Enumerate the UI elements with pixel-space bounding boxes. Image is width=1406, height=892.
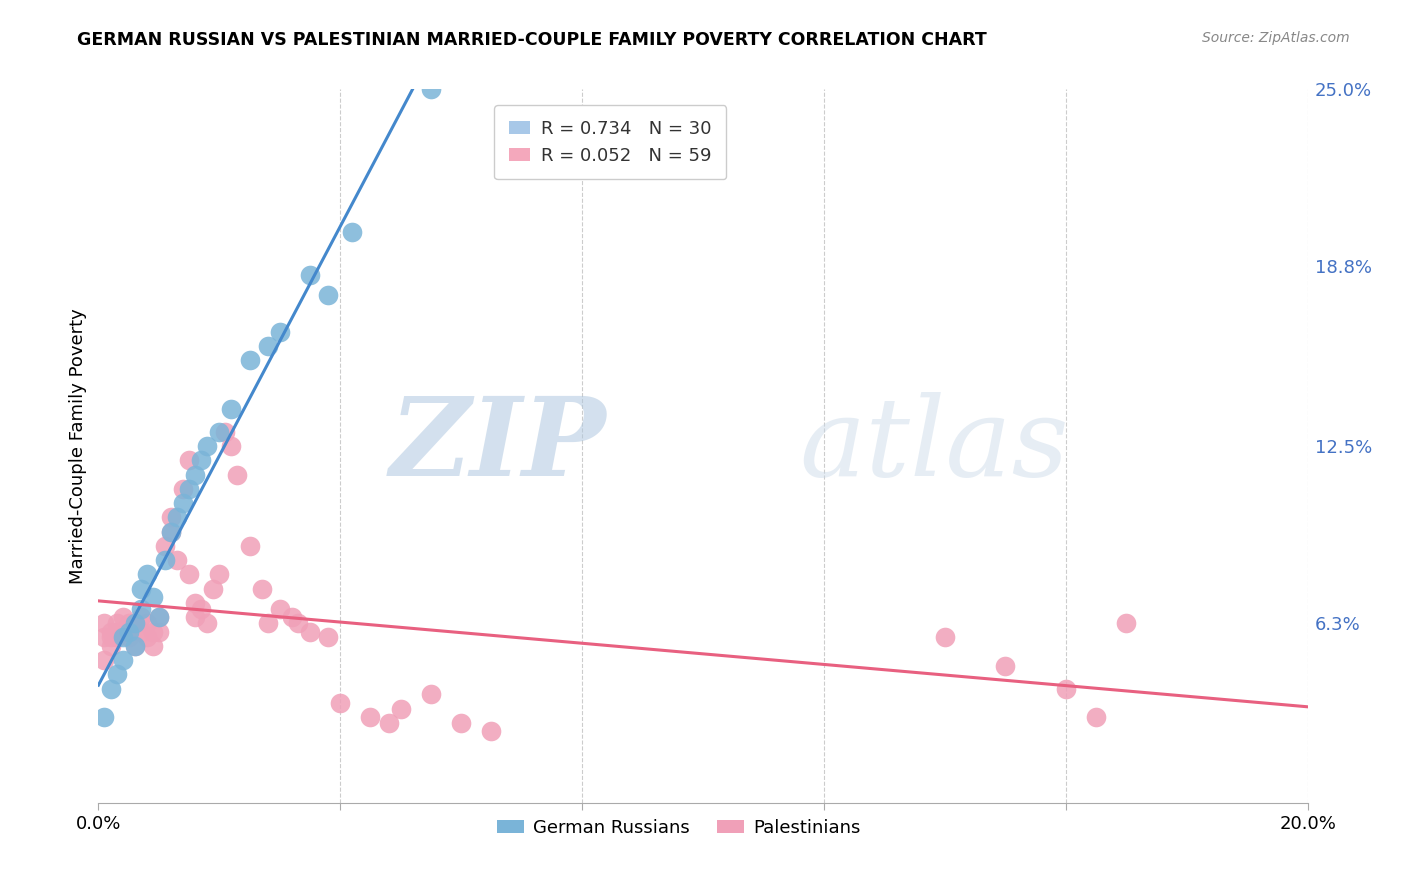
- Point: [239, 353, 262, 368]
- Point: [239, 539, 262, 553]
- Point: [93, 630, 115, 644]
- Text: atlas: atlas: [800, 392, 1070, 500]
- Point: [105, 630, 128, 644]
- Point: [316, 287, 339, 301]
- Point: [148, 624, 170, 639]
- Point: [93, 615, 115, 630]
- Point: [129, 601, 152, 615]
- Point: [221, 401, 243, 416]
- Point: [184, 596, 207, 610]
- Point: [184, 467, 207, 482]
- Point: [190, 601, 212, 615]
- Point: [481, 724, 503, 739]
- Point: [135, 630, 157, 644]
- Legend: German Russians, Palestinians: German Russians, Palestinians: [489, 812, 868, 844]
- Point: [153, 539, 176, 553]
- Point: [142, 591, 165, 605]
- Point: [105, 615, 128, 630]
- Point: [269, 325, 291, 339]
- Point: [93, 653, 115, 667]
- Point: [100, 681, 122, 696]
- Point: [105, 667, 128, 681]
- Point: [166, 510, 188, 524]
- Point: [129, 624, 152, 639]
- Point: [994, 658, 1017, 673]
- Point: [148, 610, 170, 624]
- Point: [148, 610, 170, 624]
- Point: [142, 639, 165, 653]
- Point: [124, 639, 146, 653]
- Point: [377, 715, 399, 730]
- Point: [111, 630, 134, 644]
- Point: [190, 453, 212, 467]
- Point: [195, 615, 218, 630]
- Point: [179, 482, 201, 496]
- Point: [221, 439, 243, 453]
- Point: [111, 610, 134, 624]
- Point: [172, 496, 194, 510]
- Point: [195, 439, 218, 453]
- Point: [129, 610, 152, 624]
- Point: [179, 453, 201, 467]
- Point: [142, 624, 165, 639]
- Point: [360, 710, 382, 724]
- Point: [420, 82, 443, 96]
- Point: [118, 630, 141, 644]
- Text: ZIP: ZIP: [389, 392, 606, 500]
- Point: [299, 268, 322, 282]
- Point: [208, 567, 231, 582]
- Point: [420, 687, 443, 701]
- Point: [118, 615, 141, 630]
- Point: [287, 615, 309, 630]
- Point: [135, 615, 157, 630]
- Point: [100, 639, 122, 653]
- Point: [342, 225, 364, 239]
- Point: [93, 710, 115, 724]
- Point: [160, 524, 183, 539]
- Point: [153, 553, 176, 567]
- Point: [124, 639, 146, 653]
- Text: Source: ZipAtlas.com: Source: ZipAtlas.com: [1202, 31, 1350, 45]
- Point: [329, 696, 352, 710]
- Point: [1115, 615, 1137, 630]
- Point: [111, 624, 134, 639]
- Point: [124, 615, 146, 630]
- Point: [281, 610, 304, 624]
- Point: [450, 715, 472, 730]
- Point: [256, 615, 278, 630]
- Point: [256, 339, 278, 353]
- Point: [118, 624, 141, 639]
- Point: [184, 610, 207, 624]
- Point: [160, 510, 183, 524]
- Point: [100, 624, 122, 639]
- Point: [202, 582, 225, 596]
- Point: [269, 601, 291, 615]
- Point: [208, 425, 231, 439]
- Point: [250, 582, 273, 596]
- Y-axis label: Married-Couple Family Poverty: Married-Couple Family Poverty: [69, 308, 87, 584]
- Point: [172, 482, 194, 496]
- Point: [934, 630, 956, 644]
- Point: [105, 624, 128, 639]
- Point: [299, 624, 322, 639]
- Point: [316, 630, 339, 644]
- Point: [214, 425, 236, 439]
- Point: [1085, 710, 1108, 724]
- Point: [166, 553, 188, 567]
- Point: [100, 630, 122, 644]
- Point: [226, 467, 249, 482]
- Point: [160, 524, 183, 539]
- Point: [1054, 681, 1077, 696]
- Point: [129, 582, 152, 596]
- Point: [124, 615, 146, 630]
- Point: [179, 567, 201, 582]
- Point: [135, 567, 157, 582]
- Point: [389, 701, 412, 715]
- Text: GERMAN RUSSIAN VS PALESTINIAN MARRIED-COUPLE FAMILY POVERTY CORRELATION CHART: GERMAN RUSSIAN VS PALESTINIAN MARRIED-CO…: [77, 31, 987, 49]
- Point: [111, 653, 134, 667]
